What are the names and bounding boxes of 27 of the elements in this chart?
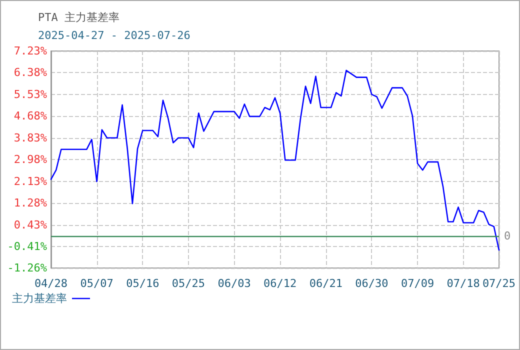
x-tick-label: 07/09 bbox=[400, 277, 434, 290]
x-tick-label: 07/18 bbox=[446, 277, 480, 290]
x-tick-label: 06/30 bbox=[355, 277, 388, 290]
y-tick-label: 5.53% bbox=[14, 88, 48, 101]
x-tick-label: 04/28 bbox=[34, 277, 68, 290]
y-tick-label: 3.83% bbox=[14, 131, 48, 144]
x-tick-label: 05/16 bbox=[126, 277, 160, 290]
line-series bbox=[50, 70, 500, 251]
x-tick-label: 06/12 bbox=[264, 277, 297, 290]
y-tick-label: -1.26% bbox=[7, 262, 48, 274]
legend-label: 主力基差率 bbox=[12, 292, 67, 305]
x-tick-label: 06/03 bbox=[218, 277, 251, 290]
x-tick-label: 05/07 bbox=[80, 277, 114, 290]
y-tick-label: 1.28% bbox=[14, 196, 48, 210]
y-tick-label: 2.13% bbox=[14, 174, 48, 188]
x-tick-label: 06/21 bbox=[309, 277, 342, 290]
y-tick-label: 0.43% bbox=[14, 218, 48, 232]
y-tick-label: 6.38% bbox=[14, 66, 48, 80]
y-tick-label: 4.68% bbox=[14, 110, 48, 123]
chart-subtitle: 2025-04-27 - 2025-07-26 bbox=[38, 29, 190, 42]
x-tick-label: 05/25 bbox=[172, 277, 206, 290]
y-tick-label: 7.23% bbox=[14, 44, 48, 58]
chart-title: PTA 主力基差率 bbox=[38, 11, 120, 24]
ref-line-label: 0 bbox=[504, 229, 511, 242]
y-tick-label: -0.41% bbox=[7, 240, 48, 253]
y-tick-label: 2.98% bbox=[14, 153, 48, 166]
x-tick-label: 07/25 bbox=[482, 277, 516, 290]
